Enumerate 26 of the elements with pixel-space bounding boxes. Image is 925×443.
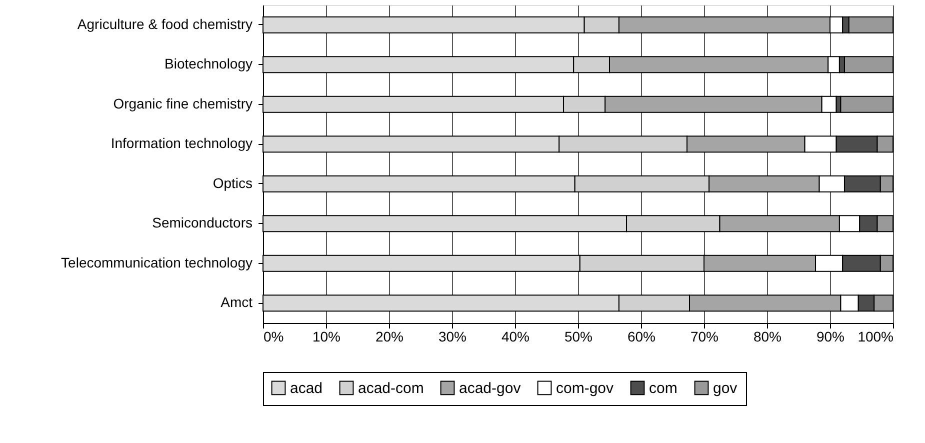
x-tick-label: 90% xyxy=(816,328,845,344)
x-tick-label: 40% xyxy=(501,328,530,344)
y-tick-label: Semiconductors xyxy=(152,214,252,231)
x-tick-label: 50% xyxy=(564,328,593,344)
y-tick-label: Information technology xyxy=(110,135,252,152)
y-tick-label: Organic fine chemistry xyxy=(113,95,252,112)
legend-label: gov xyxy=(713,380,738,397)
x-tick-label: 80% xyxy=(753,328,782,344)
x-tick-label: 60% xyxy=(627,328,656,344)
legend-label: acad-com xyxy=(358,380,424,397)
y-tick-label: Amct xyxy=(220,294,253,310)
bar xyxy=(840,96,894,113)
legend-label: acad xyxy=(290,380,323,397)
x-tick-label: 10% xyxy=(312,328,341,344)
y-tick-label: Agriculture & food chemistry xyxy=(77,16,252,32)
legend-label: acad-gov xyxy=(459,380,522,397)
y-tick-label: Biotechnology xyxy=(164,56,252,72)
x-tick-label: 0% xyxy=(264,328,284,344)
x-tick-label: 100% xyxy=(858,328,894,344)
legend-label: com xyxy=(649,380,678,397)
y-tick-label: Telecommunication technology xyxy=(61,254,252,270)
x-tick-label: 20% xyxy=(375,328,404,344)
x-tick-label: 30% xyxy=(438,328,467,344)
legend-label: com-gov xyxy=(556,380,614,397)
x-tick-label: 70% xyxy=(690,328,719,344)
y-tick-label: Optics xyxy=(212,174,252,191)
